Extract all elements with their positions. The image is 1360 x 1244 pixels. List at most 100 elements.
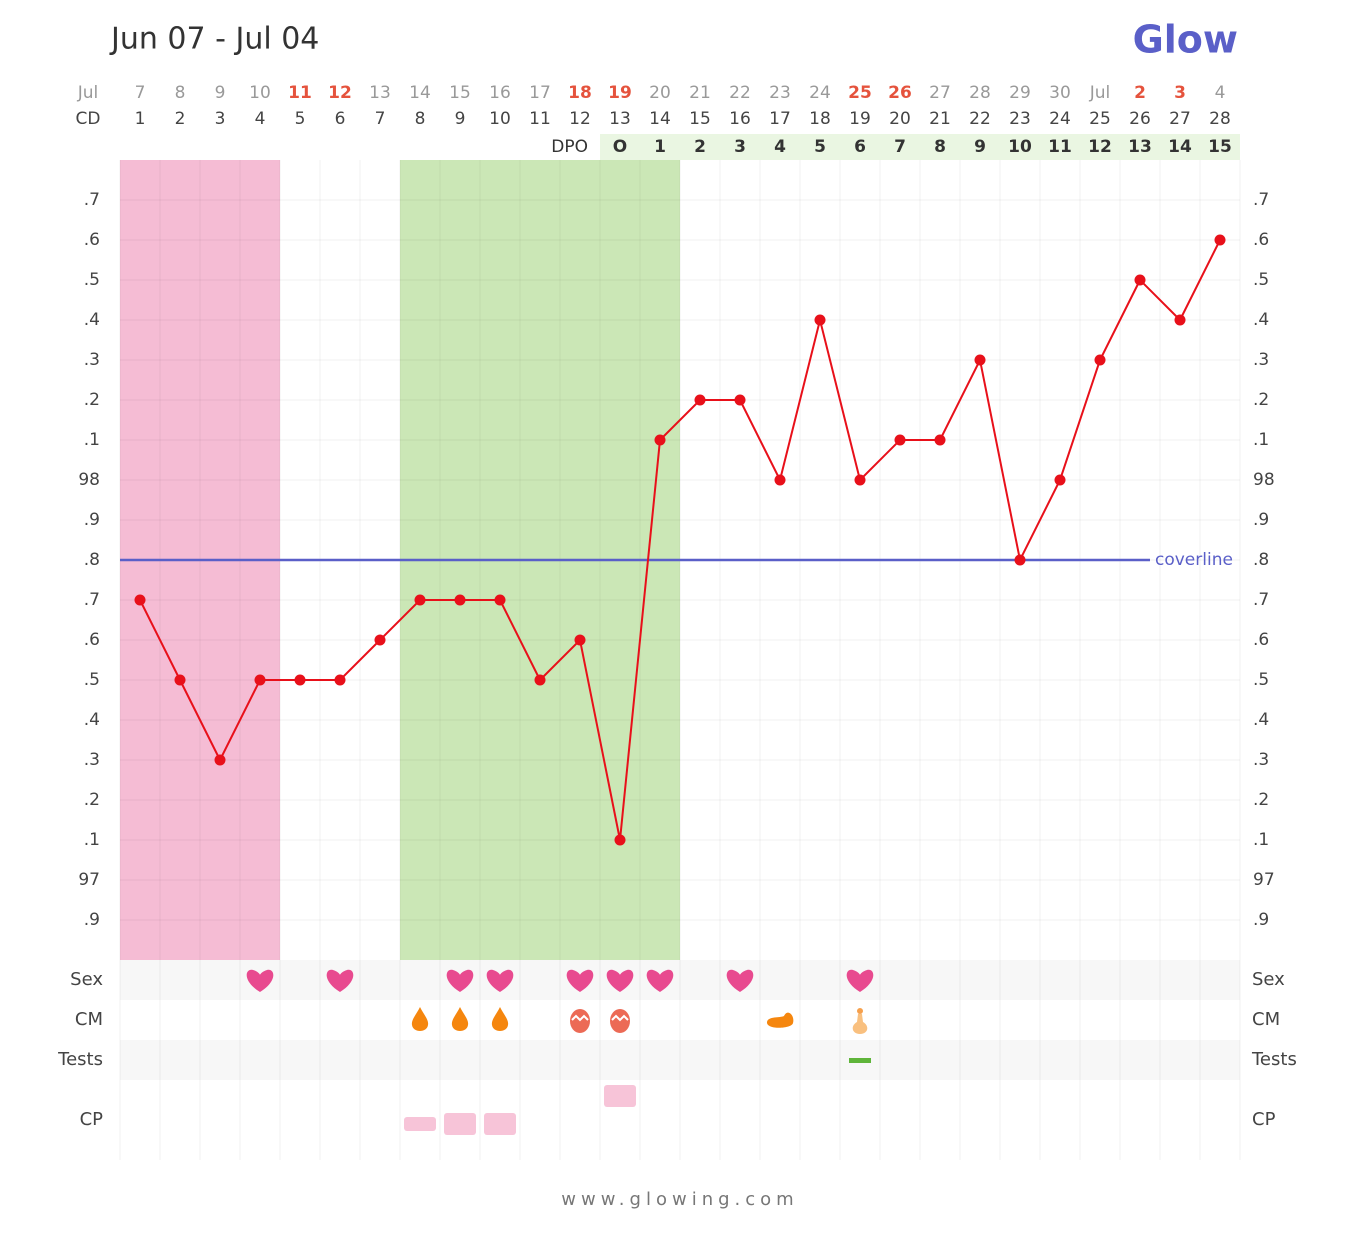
cd-number: 14	[649, 109, 671, 129]
date-label: 28	[969, 83, 991, 103]
cp-mark	[444, 1113, 476, 1135]
y-tick-label: .8	[84, 550, 100, 570]
y-tick-label: .2	[84, 790, 100, 810]
temperature-point	[1014, 554, 1026, 566]
date-label: 23	[769, 83, 791, 103]
date-label: 19	[608, 83, 632, 103]
y-tick-label: .9	[84, 510, 100, 530]
dpo-number: 13	[1128, 137, 1152, 157]
y-tick-label-right: .7	[1253, 190, 1269, 210]
y-tick-label: 98	[78, 470, 100, 490]
row-label-right: Tests	[1251, 1049, 1297, 1070]
temperature-point	[1134, 274, 1146, 286]
cd-number: 27	[1169, 109, 1191, 129]
heart-icon	[326, 969, 354, 992]
y-tick-label: .9	[84, 910, 100, 930]
y-tick-label-right: .8	[1253, 550, 1269, 570]
y-tick-label: .5	[84, 670, 100, 690]
date-label: 15	[449, 83, 471, 103]
cm-sticky-body	[852, 1014, 868, 1034]
cm-drop	[411, 1007, 429, 1031]
y-tick-label: .7	[84, 590, 100, 610]
temperature-point	[614, 834, 626, 846]
y-tick-label-right: 98	[1253, 470, 1275, 490]
y-tick-label-right: .1	[1253, 830, 1269, 850]
test-mark	[849, 1058, 871, 1063]
row-label-right: CM	[1252, 1009, 1280, 1030]
temperature-point	[294, 674, 306, 686]
y-tick-label: .1	[84, 430, 100, 450]
cd-number: 16	[729, 109, 751, 129]
cd-number: 26	[1129, 109, 1151, 129]
dpo-number: 11	[1048, 137, 1072, 157]
footer: www.glowing.com	[561, 1189, 798, 1210]
cd-number: 23	[1009, 109, 1031, 129]
date-label: 3	[1174, 83, 1186, 103]
temperature-point	[934, 434, 946, 446]
heart-icon	[646, 969, 674, 992]
y-tick-label-right: .6	[1253, 630, 1269, 650]
heart-icon	[486, 969, 514, 992]
month-label: Jul	[77, 83, 99, 103]
y-tick-label-right: .9	[1253, 910, 1269, 930]
date-label: 27	[929, 83, 951, 103]
y-tick-label-right: .9	[1253, 510, 1269, 530]
heart-icon	[846, 969, 874, 992]
cd-number: 21	[929, 109, 951, 129]
cd-number: 5	[295, 109, 306, 129]
y-tick-label-right: .3	[1253, 750, 1269, 770]
cd-number: 2	[175, 109, 186, 129]
y-tick-label: .3	[84, 350, 100, 370]
row-label-right: Sex	[1252, 969, 1285, 990]
y-tick-label: .7	[84, 190, 100, 210]
heart-icon	[446, 969, 474, 992]
y-tick-label: .6	[84, 630, 100, 650]
cd-number: 25	[1089, 109, 1111, 129]
row-label: Tests	[57, 1049, 103, 1070]
cd-number: 9	[455, 109, 466, 129]
temperature-point	[694, 394, 706, 406]
cd-number: 12	[569, 109, 591, 129]
y-tick-label-right: .5	[1253, 670, 1269, 690]
date-label: 14	[409, 83, 431, 103]
date-label: 8	[175, 83, 186, 103]
cd-number: 7	[375, 109, 386, 129]
dpo-number: 15	[1208, 137, 1232, 157]
cd-number: 17	[769, 109, 791, 129]
cd-number: 11	[529, 109, 551, 129]
dpo-number: 4	[774, 137, 786, 157]
date-label: 12	[328, 83, 352, 103]
y-tick-label: .5	[84, 270, 100, 290]
cd-number: 4	[255, 109, 266, 129]
dpo-number: 10	[1008, 137, 1032, 157]
temperature-point	[774, 474, 786, 486]
cd-number: 19	[849, 109, 871, 129]
cd-number: 20	[889, 109, 911, 129]
date-label: 18	[568, 83, 592, 103]
temperature-point	[1174, 314, 1186, 326]
cd-number: 10	[489, 109, 511, 129]
cm-sticky	[857, 1008, 863, 1014]
cd-number: 18	[809, 109, 831, 129]
y-tick-label-right: .6	[1253, 230, 1269, 250]
heart-icon	[566, 969, 594, 992]
y-tick-label: .3	[84, 750, 100, 770]
date-label: 29	[1009, 83, 1031, 103]
dpo-number: 3	[734, 137, 746, 157]
date-label: 25	[848, 83, 872, 103]
temperature-point	[174, 674, 186, 686]
temperature-point	[894, 434, 906, 446]
dpo-number: 1	[654, 137, 666, 157]
cd-number: 24	[1049, 109, 1071, 129]
y-tick-label-right: .4	[1253, 310, 1269, 330]
temperature-point	[1054, 474, 1066, 486]
heart-icon	[246, 969, 274, 992]
date-label: 13	[369, 83, 391, 103]
chart-title: Jun 07 - Jul 04	[109, 22, 319, 57]
y-tick-label: .4	[84, 710, 100, 730]
cd-number: 6	[335, 109, 346, 129]
cd-number: 8	[415, 109, 426, 129]
date-label: 24	[809, 83, 831, 103]
dpo-band	[600, 134, 1240, 160]
temperature-point	[254, 674, 266, 686]
